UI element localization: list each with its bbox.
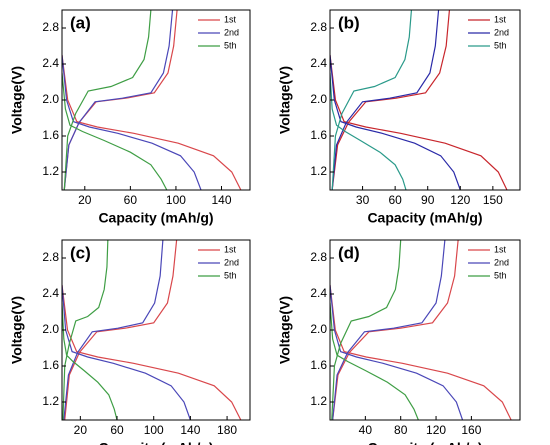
curve <box>62 240 118 420</box>
x-tick-label: 150 <box>483 193 503 207</box>
y-tick-label: 2.8 <box>310 250 327 264</box>
panel: 1st 2nd 5th 20 60 100 140 180 1.2 1.6 2.0 2.4 2.8 (c)… <box>9 239 251 445</box>
legend-label: 2nd <box>224 257 239 267</box>
x-tick-label: 90 <box>421 193 435 207</box>
legend-label: 1st <box>224 14 237 24</box>
x-tick-label: 140 <box>180 423 200 437</box>
y-tick-label: 1.2 <box>310 394 327 408</box>
frame <box>329 9 521 191</box>
curve <box>62 10 202 190</box>
y-tick-label: 1.6 <box>310 358 327 372</box>
x-tick-label: 120 <box>450 193 470 207</box>
y-tick-label: 2.4 <box>310 56 327 70</box>
x-tick-label: 180 <box>217 423 237 437</box>
y-tick-label: 2.8 <box>42 20 59 34</box>
x-tick-label: 160 <box>461 423 481 437</box>
curve <box>62 240 191 420</box>
panel-label: (b) <box>338 13 360 32</box>
legend-label: 1st <box>224 244 237 254</box>
curve <box>330 240 464 420</box>
y-tick-label: 2.8 <box>310 20 327 34</box>
curve <box>330 10 413 190</box>
panel-label: (c) <box>70 243 91 262</box>
legend-label: 2nd <box>224 27 239 37</box>
x-tick-label: 60 <box>388 193 402 207</box>
y-tick-label: 2.4 <box>42 286 59 300</box>
y-tick-label: 1.6 <box>42 128 59 142</box>
panel-label: (a) <box>70 13 91 32</box>
y-tick-label: 2.0 <box>310 92 327 106</box>
x-tick-label: 30 <box>356 193 370 207</box>
y-tick-label: 1.2 <box>42 164 59 178</box>
y-tick-label: 2.0 <box>310 322 327 336</box>
legend-label: 1st <box>494 14 507 24</box>
legend-label: 5th <box>494 270 507 280</box>
x-tick-label: 20 <box>78 193 92 207</box>
y-axis-title: Voltage(V) <box>9 296 25 364</box>
y-axis-title: Voltage(V) <box>9 66 25 134</box>
x-axis-title: Capacity (mAh/g) <box>98 440 213 445</box>
legend-label: 2nd <box>494 27 509 37</box>
y-tick-label: 2.0 <box>42 92 59 106</box>
panel: 1st 2nd 5th 30 60 90 120 150 1.2 1.6 2.0 2.4 2.8 (b) C… <box>277 9 521 226</box>
x-tick-label: 100 <box>166 193 186 207</box>
y-tick-label: 2.8 <box>42 250 59 264</box>
x-tick-label: 20 <box>74 423 88 437</box>
x-tick-label: 140 <box>211 193 231 207</box>
x-tick-label: 60 <box>110 423 124 437</box>
curve <box>330 240 512 420</box>
x-axis-title: Capacity (mAh/g) <box>98 210 213 226</box>
legend-label: 1st <box>494 244 507 254</box>
curve <box>62 10 242 190</box>
x-tick-label: 100 <box>144 423 164 437</box>
y-tick-label: 2.4 <box>310 286 327 300</box>
x-tick-label: 60 <box>124 193 138 207</box>
curve <box>62 240 242 420</box>
x-tick-label: 120 <box>426 423 446 437</box>
curve <box>330 10 461 190</box>
panel: 1st 2nd 5th 40 80 120 160 1.2 1.6 2.0 2.4 2.8 (d) Cap… <box>277 239 521 445</box>
y-tick-label: 1.6 <box>42 358 59 372</box>
legend-label: 2nd <box>494 257 509 267</box>
y-tick-label: 2.4 <box>42 56 59 70</box>
curve <box>330 10 508 190</box>
curve <box>330 240 419 420</box>
x-tick-label: 40 <box>359 423 373 437</box>
y-tick-label: 1.6 <box>310 128 327 142</box>
y-tick-label: 1.2 <box>310 164 327 178</box>
y-tick-label: 1.2 <box>42 394 59 408</box>
legend-label: 5th <box>494 40 507 50</box>
legend-label: 5th <box>224 40 237 50</box>
curve <box>62 10 168 190</box>
panel-label: (d) <box>338 243 360 262</box>
y-tick-label: 2.0 <box>42 322 59 336</box>
x-axis-title: Capacity (mAh/g) <box>367 440 482 445</box>
y-axis-title: Voltage(V) <box>277 296 293 364</box>
x-axis-title: Capacity (mAh/g) <box>367 210 482 226</box>
panel: 1st 2nd 5th 20 60 100 140 1.2 1.6 2.0 2.4 2.8 (a) Cap… <box>9 9 251 226</box>
y-axis-title: Voltage(V) <box>277 66 293 134</box>
legend-label: 5th <box>224 270 237 280</box>
x-tick-label: 80 <box>394 423 408 437</box>
